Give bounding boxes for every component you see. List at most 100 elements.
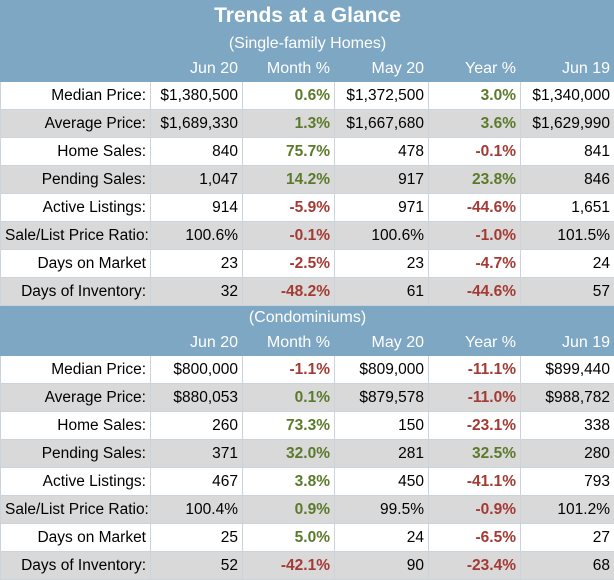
year-pct-value: 32.5% (429, 440, 521, 468)
year-pct-value: -6.5% (429, 524, 521, 552)
jun19-value: $988,782 (521, 384, 614, 412)
row-label: Median Price: (1, 356, 151, 384)
jun19-value: 846 (521, 166, 614, 194)
month-pct-value: 5.0% (243, 524, 335, 552)
title-row: Trends at a Glance (1, 1, 614, 32)
may20-value: $1,667,680 (335, 110, 429, 138)
table-row: Sale/List Price Ratio:100.6%-0.1%100.6%-… (1, 222, 614, 250)
jun19-value: 1,651 (521, 194, 614, 222)
month-pct-value: -0.1% (243, 222, 335, 250)
jun20-value: 467 (151, 468, 243, 496)
month-pct-value: 32.0% (243, 440, 335, 468)
month-pct-value: 75.7% (243, 138, 335, 166)
may20-value: 100.6% (335, 222, 429, 250)
section-subtitle: (Single-family Homes) (1, 32, 614, 57)
jun20-value: 100.4% (151, 496, 243, 524)
jun19-value: 27 (521, 524, 614, 552)
jun19-value: 793 (521, 468, 614, 496)
jun20-value: 23 (151, 250, 243, 278)
month-pct-value: 3.8% (243, 468, 335, 496)
table-row: Days of Inventory:32-48.2%61-44.6%57 (1, 278, 614, 306)
month-pct-value: -5.9% (243, 194, 335, 222)
column-header (1, 57, 151, 82)
jun20-value: 371 (151, 440, 243, 468)
jun19-value: $899,440 (521, 356, 614, 384)
jun20-value: $1,689,330 (151, 110, 243, 138)
table-title: Trends at a Glance (1, 1, 614, 32)
jun20-value: 25 (151, 524, 243, 552)
row-label: Active Listings: (1, 468, 151, 496)
jun20-value: $800,000 (151, 356, 243, 384)
jun20-value: 260 (151, 412, 243, 440)
may20-value: 61 (335, 278, 429, 306)
jun20-value: 100.6% (151, 222, 243, 250)
month-pct-value: 0.1% (243, 384, 335, 412)
table-row: Median Price:$800,000-1.1%$809,000-11.1%… (1, 356, 614, 384)
jun20-value: $1,380,500 (151, 82, 243, 110)
row-label: Average Price: (1, 384, 151, 412)
row-label: Median Price: (1, 82, 151, 110)
year-pct-value: -41.1% (429, 468, 521, 496)
may20-value: 917 (335, 166, 429, 194)
month-pct-value: 1.3% (243, 110, 335, 138)
month-pct-value: 73.3% (243, 412, 335, 440)
jun19-value: $1,629,990 (521, 110, 614, 138)
jun19-value: 338 (521, 412, 614, 440)
year-pct-value: -11.1% (429, 356, 521, 384)
may20-value: $1,372,500 (335, 82, 429, 110)
column-header (1, 331, 151, 356)
jun19-value: 24 (521, 250, 614, 278)
row-label: Active Listings: (1, 194, 151, 222)
section-subtitle-row: (Condominiums) (1, 306, 614, 331)
column-header: Month % (243, 57, 335, 82)
column-header: May 20 (335, 331, 429, 356)
column-header: Jun 19 (521, 57, 614, 82)
row-label: Average Price: (1, 110, 151, 138)
year-pct-value: -4.7% (429, 250, 521, 278)
month-pct-value: -1.1% (243, 356, 335, 384)
year-pct-value: -11.0% (429, 384, 521, 412)
month-pct-value: -2.5% (243, 250, 335, 278)
year-pct-value: -1.0% (429, 222, 521, 250)
year-pct-value: 3.6% (429, 110, 521, 138)
year-pct-value: 23.8% (429, 166, 521, 194)
section-subtitle: (Condominiums) (1, 306, 614, 331)
may20-value: $809,000 (335, 356, 429, 384)
jun19-value: 101.2% (521, 496, 614, 524)
column-header: Jun 19 (521, 331, 614, 356)
row-label: Days on Market (1, 524, 151, 552)
year-pct-value: 3.0% (429, 82, 521, 110)
table-row: Active Listings:914-5.9%971-44.6%1,651 (1, 194, 614, 222)
jun19-value: 57 (521, 278, 614, 306)
row-label: Home Sales: (1, 138, 151, 166)
section-subtitle-row: (Single-family Homes) (1, 32, 614, 57)
jun20-value: 914 (151, 194, 243, 222)
column-header: Year % (429, 57, 521, 82)
may20-value: 971 (335, 194, 429, 222)
month-pct-value: 0.6% (243, 82, 335, 110)
year-pct-value: -0.1% (429, 138, 521, 166)
column-header: Month % (243, 331, 335, 356)
may20-value: $879,578 (335, 384, 429, 412)
month-pct-value: 0.9% (243, 496, 335, 524)
jun19-value: 841 (521, 138, 614, 166)
year-pct-value: -44.6% (429, 278, 521, 306)
may20-value: 450 (335, 468, 429, 496)
jun20-value: 1,047 (151, 166, 243, 194)
may20-value: 99.5% (335, 496, 429, 524)
row-label: Pending Sales: (1, 440, 151, 468)
may20-value: 478 (335, 138, 429, 166)
row-label: Pending Sales: (1, 166, 151, 194)
